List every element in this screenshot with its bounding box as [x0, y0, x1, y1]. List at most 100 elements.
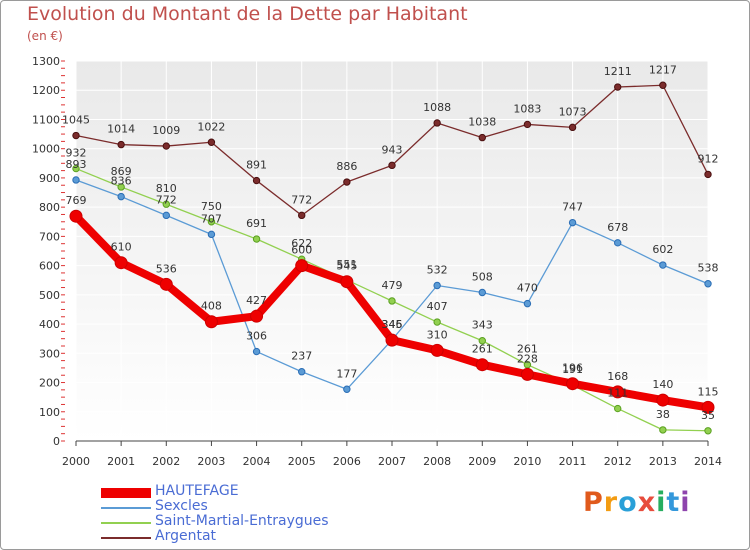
- data-label: 600: [291, 244, 312, 257]
- proxiti-logo: Proxiti: [583, 487, 691, 518]
- data-label: 750: [201, 200, 222, 213]
- data-point: [207, 230, 216, 239]
- data-label: 261: [517, 343, 538, 356]
- data-label: 310: [427, 328, 448, 341]
- chart-unit: (en €): [27, 29, 63, 43]
- data-point: [72, 131, 80, 140]
- data-label: 35: [701, 409, 715, 422]
- legend-label: Saint-Martial-Entraygues: [155, 513, 329, 529]
- data-point: [343, 385, 351, 393]
- data-point: [298, 368, 306, 376]
- data-label: 691: [246, 217, 267, 230]
- data-point: [611, 385, 625, 399]
- data-point: [614, 404, 622, 413]
- x-tick-label: 2009: [468, 455, 496, 468]
- legend-swatch: [101, 488, 151, 498]
- data-label: 140: [652, 378, 673, 391]
- data-label: 1009: [152, 124, 180, 137]
- data-point: [340, 275, 354, 289]
- data-point: [69, 209, 83, 223]
- x-tick-label: 2008: [423, 455, 451, 468]
- y-tick-label: 200: [39, 377, 60, 390]
- data-label: 1038: [468, 116, 496, 129]
- x-tick-label: 2000: [62, 455, 90, 468]
- data-label: 1073: [559, 105, 587, 118]
- data-label: 912: [698, 152, 719, 165]
- data-label: 407: [427, 300, 448, 313]
- x-tick-label: 2014: [694, 455, 722, 468]
- data-point: [162, 211, 170, 220]
- logo-letter: r: [603, 487, 619, 518]
- data-point: [207, 138, 216, 146]
- legend-swatch: [101, 507, 151, 509]
- data-label: 508: [472, 271, 493, 284]
- y-tick-label: 100: [39, 406, 60, 419]
- data-label: 622: [291, 237, 312, 250]
- data-point: [388, 161, 396, 170]
- legend-swatch: [101, 522, 151, 524]
- data-point: [568, 123, 577, 132]
- logo-letter: x: [637, 487, 657, 518]
- data-label: 1014: [107, 123, 135, 136]
- legend-label: Argentat: [155, 528, 217, 544]
- data-label: 427: [246, 294, 267, 307]
- data-label: 306: [246, 330, 267, 343]
- data-label: 470: [517, 282, 538, 295]
- y-tick-label: 1300: [32, 55, 60, 68]
- y-tick-label: 600: [39, 260, 60, 273]
- data-label: 886: [336, 160, 357, 173]
- data-point: [659, 426, 667, 434]
- data-label: 345: [382, 318, 403, 331]
- data-label: 196: [562, 362, 583, 375]
- data-point: [520, 367, 534, 381]
- y-tick-label: 300: [39, 347, 60, 360]
- logo-letter: i: [680, 487, 691, 518]
- data-point: [523, 299, 532, 308]
- y-tick-label: 1200: [32, 84, 60, 97]
- data-point: [252, 176, 261, 185]
- logo-letter: i: [656, 487, 667, 518]
- data-point: [72, 176, 80, 184]
- data-label: 747: [562, 201, 583, 214]
- data-point: [478, 337, 486, 345]
- data-label: 1022: [197, 120, 225, 133]
- data-point: [568, 218, 577, 227]
- data-point: [478, 133, 486, 142]
- data-point: [252, 347, 261, 356]
- x-tick-label: 2006: [333, 455, 361, 468]
- data-point: [207, 218, 216, 226]
- logo-letter: o: [618, 487, 638, 518]
- data-point: [433, 119, 441, 127]
- legend-swatch: [101, 537, 151, 539]
- data-point: [117, 192, 125, 201]
- y-tick-label: 1100: [32, 113, 60, 126]
- x-tick-label: 2005: [288, 455, 316, 468]
- data-point: [704, 170, 712, 179]
- data-label: 891: [246, 159, 267, 172]
- data-point: [704, 427, 712, 435]
- data-point: [159, 277, 173, 291]
- data-point: [162, 200, 170, 208]
- data-point: [388, 297, 396, 305]
- data-label: 551: [336, 258, 357, 271]
- data-label: 261: [472, 343, 493, 356]
- data-label: 893: [66, 158, 87, 171]
- data-label: 869: [111, 165, 132, 178]
- x-tick-label: 2012: [604, 455, 632, 468]
- data-point: [433, 281, 441, 290]
- data-label: 532: [427, 263, 448, 276]
- data-label: 38: [656, 408, 670, 421]
- data-label: 943: [382, 143, 403, 156]
- data-point: [295, 259, 309, 273]
- data-label: 168: [607, 370, 628, 383]
- data-point: [478, 288, 486, 297]
- x-tick-label: 2002: [152, 455, 180, 468]
- legend-label: Sexcles: [155, 498, 208, 514]
- data-point: [566, 377, 580, 391]
- data-label: 346: [382, 318, 403, 331]
- data-label: 536: [156, 262, 177, 275]
- data-point: [659, 81, 667, 89]
- data-label: 1211: [604, 65, 632, 78]
- data-point: [250, 309, 264, 323]
